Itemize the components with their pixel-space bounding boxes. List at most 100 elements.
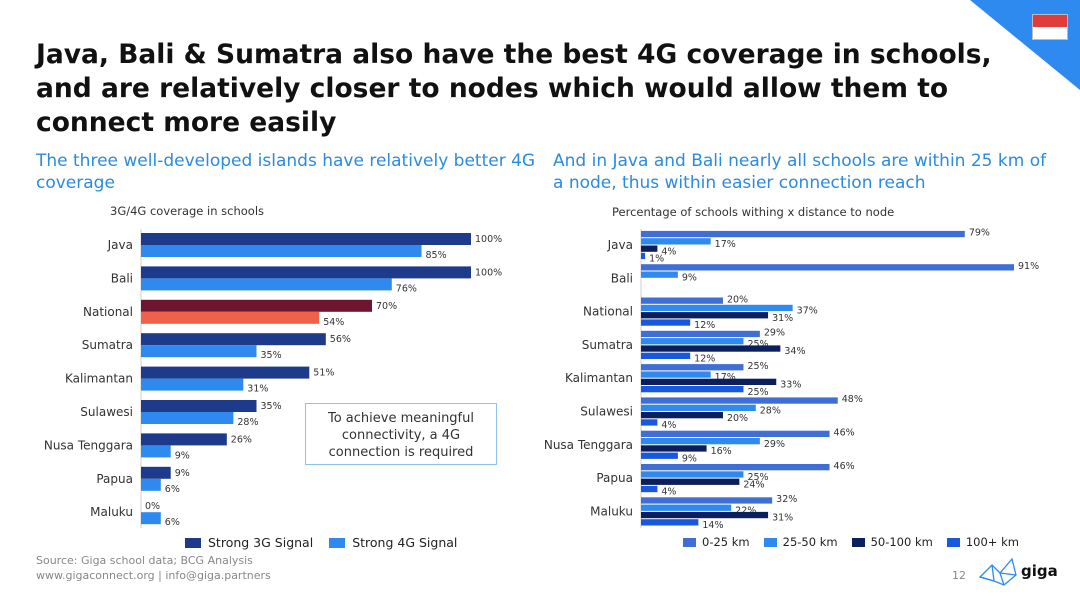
distance-chart-title: Percentage of schools withing x distance… bbox=[612, 205, 895, 219]
distance-category-java: Java bbox=[607, 238, 633, 252]
coverage-label-strong-4g-signal-kalimantan: 31% bbox=[247, 384, 268, 395]
distance-label-100-km-sulawesi: 4% bbox=[661, 420, 676, 431]
legend-item-strong-4g: Strong 4G Signal bbox=[329, 535, 457, 550]
distance-label-0-25-km-sumatra: 29% bbox=[764, 328, 785, 339]
coverage-bar-strong-4g-signal-kalimantan bbox=[141, 378, 244, 391]
distance-bar-0-25-km-papua bbox=[641, 464, 830, 471]
legend-label-25-50: 25-50 km bbox=[782, 535, 838, 549]
distance-label-25-50-km-sumatra: 25% bbox=[747, 339, 768, 350]
distance-bar-100-km-nusa-tenggara bbox=[641, 452, 678, 459]
distance-label-50-100-km-nusa-tenggara: 16% bbox=[711, 446, 732, 457]
coverage-category-national: National bbox=[83, 305, 133, 319]
coverage-label-strong-3g-signal-national: 70% bbox=[376, 301, 397, 312]
callout-box: To achieve meaningful connectivity, a 4G… bbox=[305, 403, 497, 465]
coverage-bar-strong-4g-signal-national bbox=[141, 311, 320, 324]
coverage-bar-strong-4g-signal-papua bbox=[141, 478, 161, 491]
coverage-label-strong-3g-signal-java: 100% bbox=[475, 234, 502, 245]
distance-bar-25-50-km-sulawesi bbox=[641, 404, 756, 411]
distance-bar-50-100-km-java bbox=[641, 245, 658, 252]
legend-item-50-100: 50-100 km bbox=[851, 535, 933, 549]
coverage-bar-strong-3g-signal-papua bbox=[141, 466, 171, 479]
coverage-label-strong-4g-signal-java: 85% bbox=[426, 250, 447, 261]
distance-label-50-100-km-national: 31% bbox=[772, 313, 793, 324]
legend-label-100-plus: 100+ km bbox=[965, 535, 1019, 549]
distance-bar-0-25-km-national bbox=[641, 297, 723, 304]
legend-item-0-25: 0-25 km bbox=[683, 535, 750, 549]
distance-label-25-50-km-national: 37% bbox=[797, 306, 818, 317]
legend-swatch-strong-3g bbox=[185, 537, 201, 548]
distance-bar-50-100-km-maluku bbox=[641, 511, 769, 519]
distance-bar-25-50-km-java bbox=[641, 238, 711, 245]
giga-logo-icon bbox=[978, 557, 1017, 586]
coverage-category-sumatra: Sumatra bbox=[82, 338, 133, 352]
page-number: 12 bbox=[952, 569, 966, 582]
coverage-category-bali: Bali bbox=[111, 271, 133, 285]
distance-label-25-50-km-maluku: 22% bbox=[735, 505, 756, 516]
distance-bar-0-25-km-kalimantan bbox=[641, 364, 744, 371]
coverage-label-strong-3g-signal-sumatra: 56% bbox=[330, 334, 351, 345]
distance-bar-50-100-km-papua bbox=[641, 478, 740, 485]
distance-bar-25-50-km-bali bbox=[641, 271, 678, 278]
distance-label-25-50-km-papua: 25% bbox=[747, 472, 768, 483]
distance-legend: 0-25 km 25-50 km 50-100 km 100+ km bbox=[683, 535, 1033, 549]
distance-label-25-50-km-sulawesi: 28% bbox=[760, 406, 781, 417]
distance-label-25-50-km-java: 17% bbox=[715, 239, 736, 250]
legend-label-0-25: 0-25 km bbox=[702, 535, 750, 549]
legend-swatch-strong-4g bbox=[329, 537, 346, 548]
distance-label-0-25-km-java: 79% bbox=[969, 228, 990, 239]
distance-bar-100-km-kalimantan bbox=[641, 386, 744, 393]
distance-label-100-km-national: 12% bbox=[694, 320, 715, 331]
coverage-bar-strong-3g-signal-sumatra bbox=[141, 333, 326, 346]
distance-bar-50-100-km-nusa-tenggara bbox=[641, 445, 707, 452]
legend-swatch-100-plus bbox=[946, 537, 960, 547]
coverage-chart-title: 3G/4G coverage in schools bbox=[110, 204, 265, 218]
footer-contact: www.gigaconnect.org | info@giga.partners bbox=[36, 569, 271, 582]
coverage-bar-strong-4g-signal-maluku bbox=[141, 512, 161, 525]
coverage-label-strong-3g-signal-nusa-tenggara: 26% bbox=[231, 434, 252, 445]
coverage-label-strong-4g-signal-maluku: 6% bbox=[165, 517, 180, 528]
distance-label-0-25-km-sulawesi: 48% bbox=[842, 394, 863, 405]
legend-item-strong-3g: Strong 3G Signal bbox=[185, 535, 313, 550]
distance-bar-0-25-km-maluku bbox=[641, 497, 773, 504]
distance-category-maluku: Maluku bbox=[590, 504, 633, 518]
distance-bar-100-km-sumatra bbox=[641, 352, 691, 359]
distance-category-national: National bbox=[583, 305, 633, 319]
distance-label-0-25-km-kalimantan: 25% bbox=[747, 361, 768, 372]
coverage-label-strong-4g-signal-bali: 76% bbox=[396, 283, 417, 294]
giga-logo-text: giga bbox=[1021, 562, 1058, 580]
coverage-label-strong-4g-signal-national: 54% bbox=[323, 317, 344, 328]
distance-category-bali: Bali bbox=[611, 271, 633, 285]
coverage-category-java: Java bbox=[107, 238, 133, 252]
distance-label-0-25-km-nusa-tenggara: 46% bbox=[834, 428, 855, 439]
legend-label-strong-4g: Strong 4G Signal bbox=[352, 535, 458, 550]
distance-label-50-100-km-sumatra: 34% bbox=[784, 346, 805, 357]
coverage-label-strong-4g-signal-sumatra: 35% bbox=[261, 350, 282, 361]
coverage-label-strong-3g-signal-kalimantan: 51% bbox=[313, 368, 334, 379]
coverage-label-strong-3g-signal-sulawesi: 35% bbox=[261, 401, 282, 412]
coverage-bar-strong-4g-signal-sulawesi bbox=[141, 412, 234, 424]
legend-item-100-plus: 100+ km bbox=[946, 535, 1019, 549]
distance-label-50-100-km-maluku: 31% bbox=[772, 513, 793, 524]
distance-label-0-25-km-national: 20% bbox=[727, 294, 748, 305]
distance-label-100-km-java: 1% bbox=[649, 254, 664, 265]
distance-label-50-100-km-sulawesi: 20% bbox=[727, 413, 748, 424]
coverage-bar-strong-3g-signal-java bbox=[141, 233, 471, 245]
distance-label-50-100-km-java: 4% bbox=[661, 246, 676, 257]
distance-label-100-km-kalimantan: 25% bbox=[747, 387, 768, 398]
distance-label-25-50-km-kalimantan: 17% bbox=[715, 372, 736, 383]
distance-category-papua: Papua bbox=[596, 471, 633, 485]
distance-bar-25-50-km-papua bbox=[641, 471, 744, 478]
distance-label-0-25-km-papua: 46% bbox=[834, 461, 855, 472]
distance-label-100-km-nusa-tenggara: 9% bbox=[682, 453, 697, 464]
coverage-category-nusa-tenggara: Nusa Tenggara bbox=[44, 438, 133, 452]
legend-swatch-0-25 bbox=[683, 537, 696, 547]
coverage-bar-strong-3g-signal-kalimantan bbox=[141, 366, 310, 379]
distance-label-100-km-papua: 4% bbox=[661, 487, 676, 498]
distance-bar-100-km-maluku bbox=[641, 519, 699, 526]
distance-bar-0-25-km-nusa-tenggara bbox=[641, 430, 830, 437]
legend-swatch-25-50 bbox=[763, 537, 777, 547]
distance-bar-0-25-km-sumatra bbox=[641, 330, 760, 338]
distance-bar-100-km-papua bbox=[641, 485, 658, 493]
distance-label-100-km-maluku: 14% bbox=[702, 520, 723, 531]
